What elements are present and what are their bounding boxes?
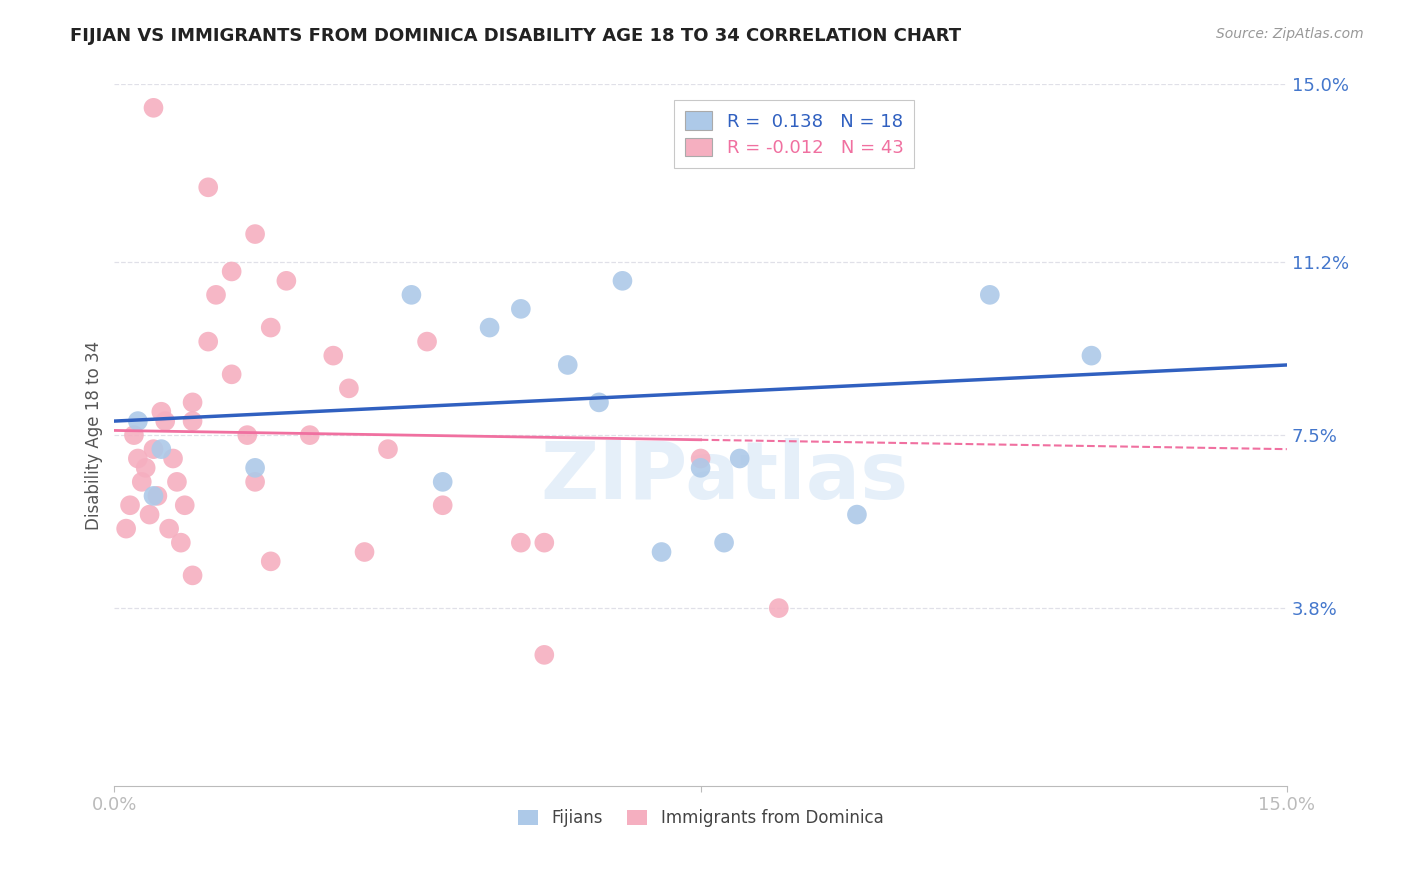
- Point: [401, 288, 423, 302]
- Point: [432, 498, 454, 512]
- Point: [533, 535, 555, 549]
- Point: [322, 349, 344, 363]
- Point: [162, 451, 184, 466]
- Point: [845, 508, 868, 522]
- Point: [131, 475, 153, 489]
- Point: [236, 428, 259, 442]
- Point: [142, 101, 165, 115]
- Point: [142, 442, 165, 457]
- Point: [509, 535, 531, 549]
- Point: [276, 274, 298, 288]
- Point: [221, 368, 243, 382]
- Text: Source: ZipAtlas.com: Source: ZipAtlas.com: [1216, 27, 1364, 41]
- Point: [298, 428, 321, 442]
- Point: [337, 381, 360, 395]
- Point: [197, 180, 219, 194]
- Point: [689, 451, 711, 466]
- Point: [768, 601, 790, 615]
- Point: [170, 535, 193, 549]
- Point: [122, 428, 145, 442]
- Point: [353, 545, 375, 559]
- Point: [979, 288, 1001, 302]
- Point: [377, 442, 399, 457]
- Point: [173, 498, 195, 512]
- Point: [432, 475, 454, 489]
- Point: [221, 264, 243, 278]
- Point: [135, 460, 157, 475]
- Point: [243, 475, 266, 489]
- Point: [416, 334, 439, 349]
- Point: [728, 451, 751, 466]
- Point: [142, 489, 165, 503]
- Point: [1080, 349, 1102, 363]
- Text: ZIPatlas: ZIPatlas: [540, 438, 908, 516]
- Point: [713, 535, 735, 549]
- Point: [157, 522, 180, 536]
- Point: [181, 395, 204, 409]
- Point: [181, 568, 204, 582]
- Point: [689, 460, 711, 475]
- Point: [155, 414, 177, 428]
- Point: [260, 320, 283, 334]
- Point: [118, 498, 141, 512]
- Point: [115, 522, 138, 536]
- Point: [197, 334, 219, 349]
- Text: FIJIAN VS IMMIGRANTS FROM DOMINICA DISABILITY AGE 18 TO 34 CORRELATION CHART: FIJIAN VS IMMIGRANTS FROM DOMINICA DISAB…: [70, 27, 962, 45]
- Point: [150, 442, 173, 457]
- Point: [150, 405, 173, 419]
- Point: [533, 648, 555, 662]
- Point: [127, 414, 149, 428]
- Point: [146, 489, 169, 503]
- Point: [205, 288, 228, 302]
- Point: [478, 320, 501, 334]
- Legend: Fijians, Immigrants from Dominica: Fijians, Immigrants from Dominica: [510, 802, 890, 833]
- Point: [166, 475, 188, 489]
- Point: [181, 414, 204, 428]
- Point: [243, 227, 266, 241]
- Point: [127, 451, 149, 466]
- Point: [588, 395, 610, 409]
- Point: [243, 460, 266, 475]
- Point: [260, 554, 283, 568]
- Point: [509, 301, 531, 316]
- Y-axis label: Disability Age 18 to 34: Disability Age 18 to 34: [86, 341, 103, 530]
- Point: [612, 274, 634, 288]
- Point: [651, 545, 673, 559]
- Point: [138, 508, 160, 522]
- Point: [557, 358, 579, 372]
